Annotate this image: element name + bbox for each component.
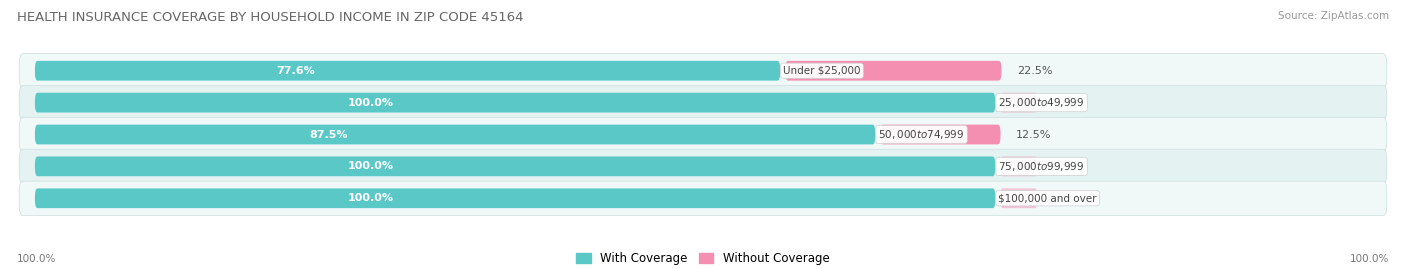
- FancyBboxPatch shape: [1001, 93, 1038, 112]
- Text: 0.0%: 0.0%: [1047, 193, 1076, 203]
- Text: $75,000 to $99,999: $75,000 to $99,999: [998, 160, 1084, 173]
- Text: 100.0%: 100.0%: [349, 161, 394, 171]
- FancyBboxPatch shape: [1001, 157, 1038, 176]
- FancyBboxPatch shape: [880, 125, 1001, 144]
- FancyBboxPatch shape: [35, 93, 995, 112]
- Text: 100.0%: 100.0%: [17, 254, 56, 264]
- Text: 0.0%: 0.0%: [1047, 98, 1076, 108]
- FancyBboxPatch shape: [35, 61, 780, 81]
- FancyBboxPatch shape: [20, 181, 1386, 215]
- Text: 77.6%: 77.6%: [277, 66, 315, 76]
- Text: $25,000 to $49,999: $25,000 to $49,999: [998, 96, 1084, 109]
- Text: HEALTH INSURANCE COVERAGE BY HOUSEHOLD INCOME IN ZIP CODE 45164: HEALTH INSURANCE COVERAGE BY HOUSEHOLD I…: [17, 11, 523, 24]
- FancyBboxPatch shape: [20, 54, 1386, 88]
- Text: Under $25,000: Under $25,000: [783, 66, 860, 76]
- FancyBboxPatch shape: [786, 61, 1001, 81]
- FancyBboxPatch shape: [20, 117, 1386, 152]
- Text: 22.5%: 22.5%: [1017, 66, 1053, 76]
- Text: 100.0%: 100.0%: [1350, 254, 1389, 264]
- Text: 0.0%: 0.0%: [1047, 161, 1076, 171]
- Text: 12.5%: 12.5%: [1017, 129, 1052, 140]
- Text: 87.5%: 87.5%: [309, 129, 349, 140]
- Text: 100.0%: 100.0%: [349, 193, 394, 203]
- Text: Source: ZipAtlas.com: Source: ZipAtlas.com: [1278, 11, 1389, 21]
- FancyBboxPatch shape: [35, 188, 995, 208]
- Legend: With Coverage, Without Coverage: With Coverage, Without Coverage: [572, 247, 834, 269]
- Text: $100,000 and over: $100,000 and over: [998, 193, 1097, 203]
- FancyBboxPatch shape: [20, 86, 1386, 120]
- FancyBboxPatch shape: [35, 125, 876, 144]
- FancyBboxPatch shape: [20, 149, 1386, 183]
- Text: $50,000 to $74,999: $50,000 to $74,999: [879, 128, 965, 141]
- FancyBboxPatch shape: [1001, 188, 1038, 208]
- FancyBboxPatch shape: [35, 157, 995, 176]
- Text: 100.0%: 100.0%: [349, 98, 394, 108]
